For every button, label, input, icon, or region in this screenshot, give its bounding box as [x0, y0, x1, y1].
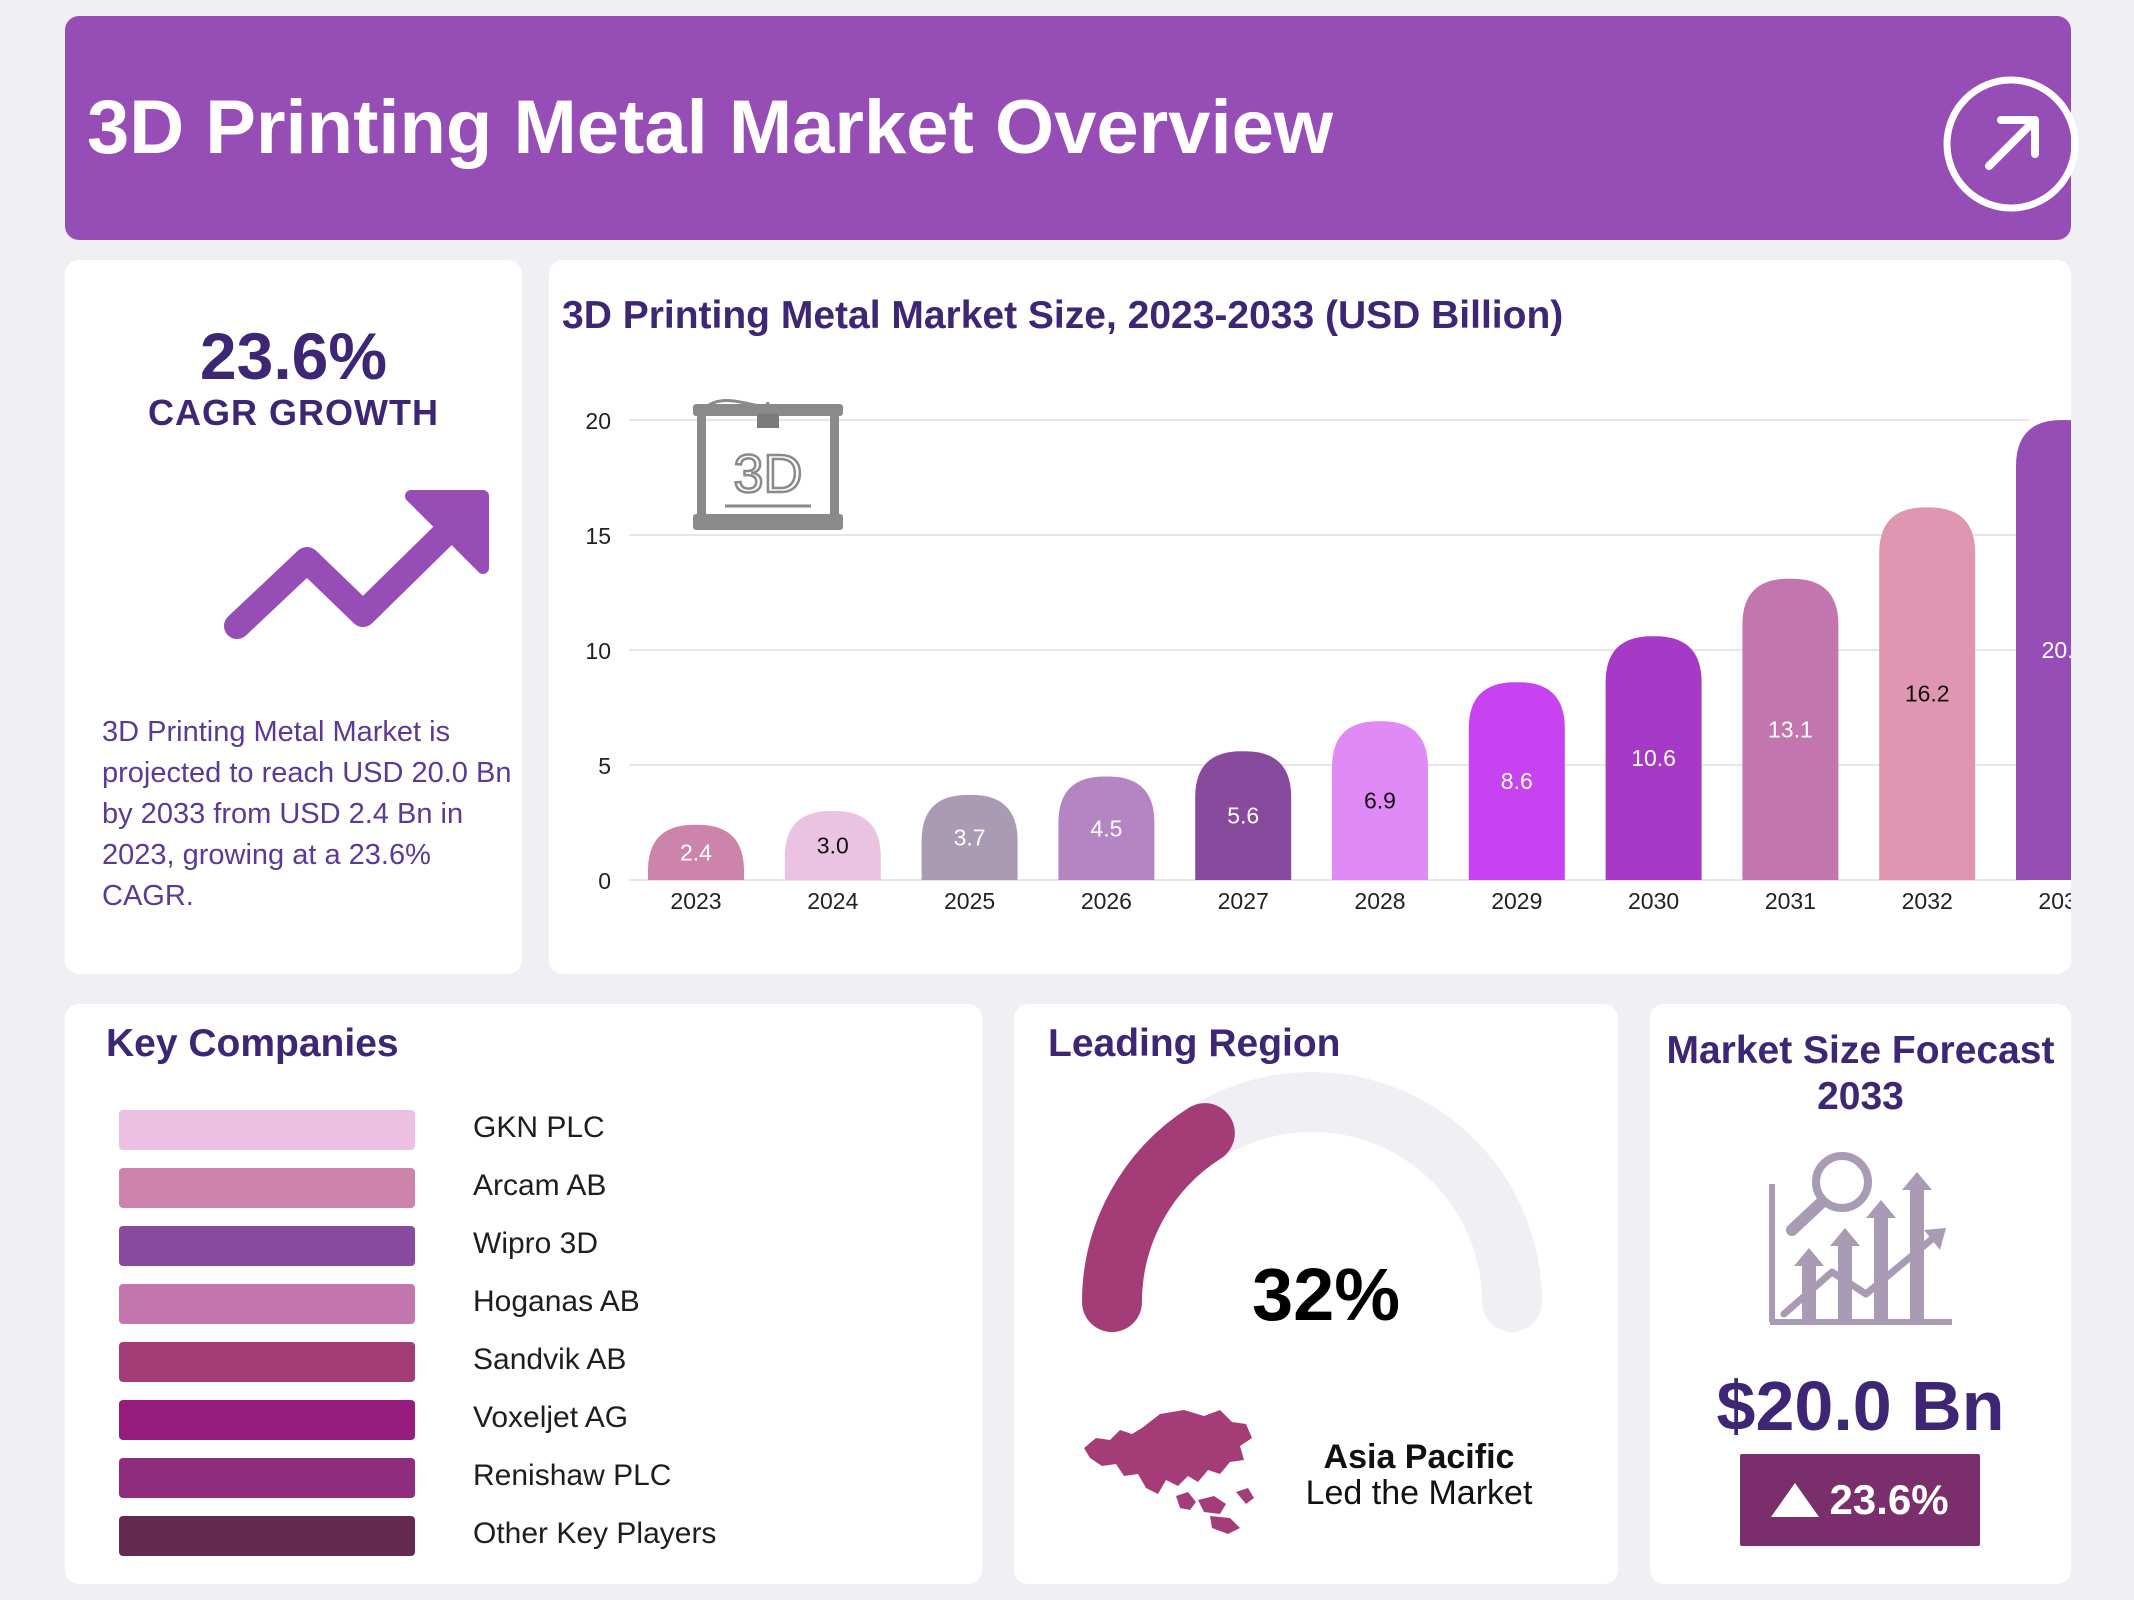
region-title: Leading Region [1048, 1022, 1341, 1065]
forecast-value: $20.0 Bn [1716, 1367, 2005, 1445]
trend-up-arrow-icon [224, 490, 489, 639]
y-tick-label: 10 [585, 638, 611, 664]
growth-badge: 23.6% [1740, 1454, 1980, 1546]
bar-2027 [1195, 751, 1292, 880]
company-name: Wipro 3D [473, 1227, 599, 1260]
company-swatch [119, 1284, 415, 1324]
growth-analytics-icon [1769, 1152, 1952, 1325]
bar-value-label: 6.9 [1364, 788, 1396, 814]
company-swatch [119, 1342, 415, 1382]
x-tick-label: 2032 [1902, 888, 1953, 914]
bar-2028 [1332, 721, 1428, 880]
bar-value-label: 13.1 [1768, 716, 1813, 742]
bar-value-label: 20.0 [2042, 637, 2071, 663]
bar-2032 [1879, 507, 1976, 880]
3d-printer-icon: 3D [693, 399, 843, 530]
chart-panel: 3D Printing Metal Market Size, 2023-2033… [549, 260, 2071, 974]
page-title: 3D Printing Metal Market Overview [87, 85, 1333, 170]
y-tick-label: 15 [585, 523, 611, 549]
company-name: Renishaw PLC [473, 1459, 672, 1492]
growth-badge-value: 23.6% [1829, 1476, 1949, 1523]
bar-value-label: 3.7 [954, 824, 986, 850]
forecast-panel: Market Size Forecast 2033 $20.0 Bn 23.6% [1650, 1004, 2071, 1584]
svg-text:3D: 3D [733, 444, 802, 504]
bar-2031 [1742, 578, 1839, 880]
x-tick-label: 2025 [944, 888, 995, 914]
x-tick-label: 2028 [1354, 888, 1405, 914]
bar-2030 [1605, 636, 1702, 880]
company-swatch [119, 1516, 415, 1556]
company-name: Sandvik AB [473, 1343, 627, 1376]
x-tick-label: 2026 [1081, 888, 1132, 914]
bar-chart: 3D 0 5 10 15 20 2.4 2023 3.0 2024 3.7 2025 4.5 2026 5… [585, 399, 2071, 914]
bar-value-label: 8.6 [1501, 768, 1533, 794]
header-banner: 3D Printing Metal Market Overview [65, 16, 2079, 240]
x-tick-label: 2030 [1628, 888, 1679, 914]
asia-pacific-map-icon [1084, 1410, 1254, 1534]
company-name: GKN PLC [473, 1111, 605, 1144]
bar-2024 [784, 811, 881, 880]
gauge-fill [1082, 1103, 1235, 1332]
x-tick-label: 2023 [670, 888, 721, 914]
bar-value-label: 2.4 [680, 839, 712, 865]
company-swatch [119, 1168, 415, 1208]
bar-value-label: 4.5 [1090, 815, 1122, 841]
company-swatch [119, 1458, 415, 1498]
y-tick-label: 20 [585, 408, 611, 434]
x-tick-label: 2033 [2038, 888, 2071, 914]
company-name: Voxeljet AG [473, 1401, 629, 1434]
triangle-up-icon [1771, 1483, 1820, 1517]
company-name: Hoganas AB [473, 1285, 640, 1318]
cagr-value: 23.6% [199, 319, 388, 393]
bar-value-label: 16.2 [1905, 681, 1950, 707]
region-share-gauge [1082, 1072, 1542, 1332]
region-caption: Led the Market [1305, 1474, 1533, 1512]
cagr-description: 3D Printing Metal Market is projected to… [102, 716, 512, 912]
cagr-panel: 23.6% CAGR GROWTH 3D Printing Metal Mark… [65, 260, 522, 974]
arrow-up-right-icon [1943, 76, 2079, 212]
companies-title: Key Companies [106, 1022, 399, 1065]
forecast-title: Market Size Forecast 2033 [1666, 1029, 2055, 1118]
company-name: Arcam AB [473, 1169, 607, 1202]
company-swatch [119, 1110, 415, 1150]
bar-value-label: 5.6 [1227, 803, 1259, 829]
bar-2033 [2016, 420, 2071, 880]
bar-value-label: 10.6 [1631, 745, 1676, 771]
x-tick-label: 2031 [1765, 888, 1816, 914]
x-tick-label: 2027 [1218, 888, 1269, 914]
y-tick-label: 0 [598, 868, 611, 894]
y-tick-label: 5 [598, 753, 611, 779]
company-swatch [119, 1400, 415, 1440]
bar-2026 [1058, 776, 1155, 880]
bar-2023 [648, 824, 744, 880]
bar-2029 [1468, 682, 1565, 880]
cagr-label: CAGR GROWTH [148, 392, 439, 433]
company-swatch [119, 1226, 415, 1266]
bar-value-label: 3.0 [817, 833, 849, 859]
bar-2025 [921, 794, 1018, 880]
region-share-percent: 32% [1251, 1253, 1401, 1336]
leading-region-panel: Leading Region 32% Asia Pacific Led the … [1014, 1004, 1618, 1584]
company-name: Other Key Players [473, 1517, 717, 1550]
region-name: Asia Pacific [1323, 1438, 1515, 1476]
x-tick-label: 2029 [1491, 888, 1542, 914]
key-companies-panel: Key Companies GKN PLC Arcam AB Wipro 3D Hog… [65, 1004, 982, 1584]
chart-title: 3D Printing Metal Market Size, 2023-2033… [562, 294, 1564, 337]
x-tick-label: 2024 [807, 888, 858, 914]
